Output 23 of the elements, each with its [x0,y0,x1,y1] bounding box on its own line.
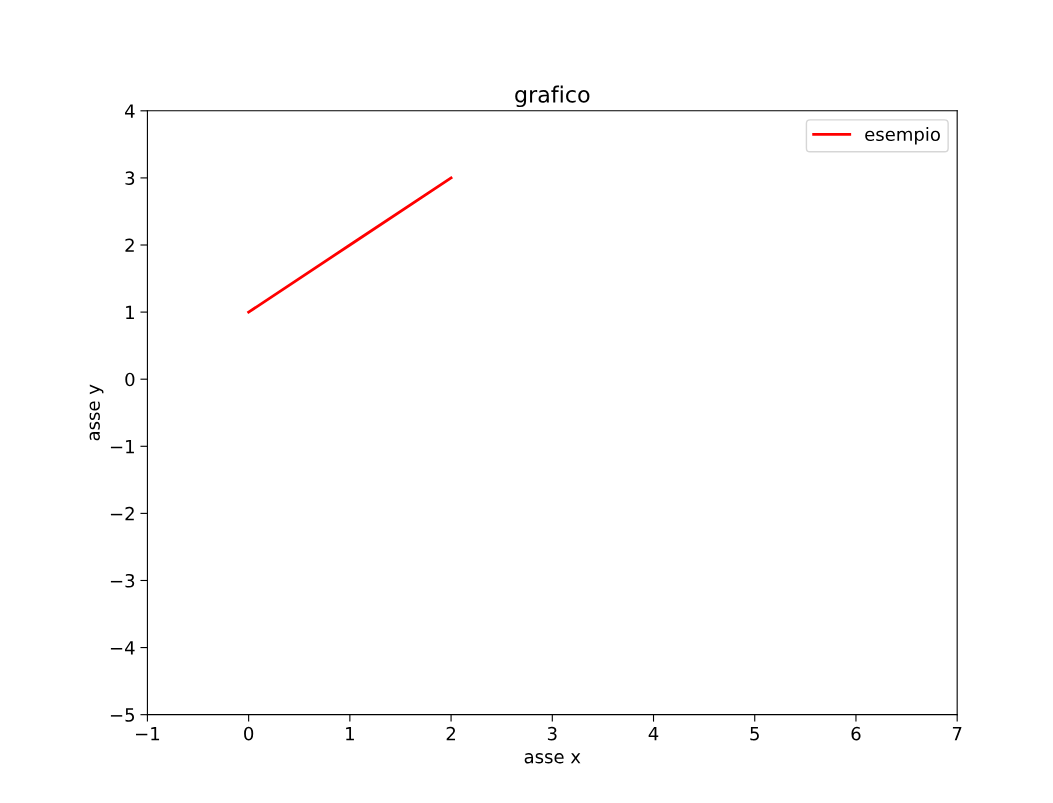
x-tick-label: 1 [346,727,354,741]
x-tick-label: 4 [648,727,659,741]
x-tick-label: 5 [750,727,759,741]
legend-label: esempio [865,127,940,145]
x-tick-label: 7 [952,727,962,741]
x-tick-label: 6 [851,726,861,741]
y-tick-label: 3 [125,171,135,186]
y-tick-label: 4 [125,104,135,118]
x-tick-label: 0 [244,726,254,741]
y-tick-label: 2 [125,238,134,252]
y-tick-label: 1 [126,305,134,319]
x-tick-label: −1 [136,727,160,741]
y-tick-label: −3 [110,573,135,588]
x-axis-title: asse x [524,753,581,764]
chart-title: grafico [515,85,590,108]
y-tick-label: 0 [125,372,135,387]
y-axis-title: asse y [89,384,104,441]
x-tick-label: 2 [446,726,456,741]
x-tick-label: 3 [547,726,557,741]
y-tick-label: −1 [110,439,134,454]
y-tick-label: −5 [110,708,135,722]
y-tick-label: −2 [110,506,134,521]
y-tick-label: −4 [110,641,135,655]
